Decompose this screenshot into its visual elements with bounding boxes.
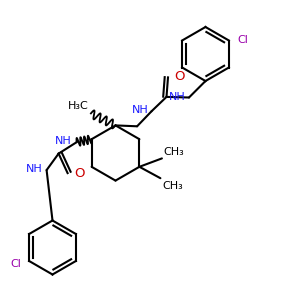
- Text: Cl: Cl: [237, 35, 248, 45]
- Text: Cl: Cl: [11, 259, 22, 269]
- Text: CH₃: CH₃: [162, 181, 183, 190]
- Text: NH: NH: [169, 92, 185, 102]
- Text: CH₃: CH₃: [164, 147, 184, 157]
- Text: NH: NH: [132, 105, 148, 115]
- Text: NH: NH: [26, 164, 43, 174]
- Text: O: O: [74, 167, 85, 180]
- Text: O: O: [175, 70, 185, 83]
- Text: H₃C: H₃C: [68, 101, 88, 111]
- Text: NH: NH: [55, 136, 72, 146]
